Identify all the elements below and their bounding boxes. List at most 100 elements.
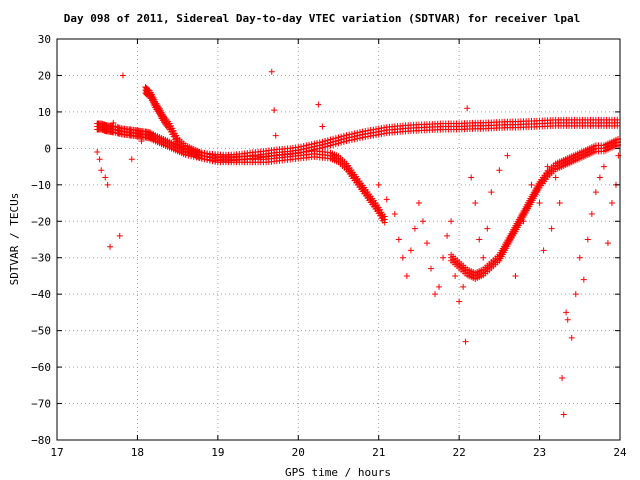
data-point: [119, 72, 126, 79]
data-point: [536, 200, 543, 207]
data-point: [559, 375, 566, 382]
y-axis-label: SDTVAR / TECUs: [8, 193, 21, 286]
data-point: [315, 101, 322, 108]
data-point: [552, 174, 559, 181]
data-point: [407, 247, 414, 254]
data-points: [94, 68, 622, 418]
data-point: [319, 123, 326, 130]
data-point: [96, 156, 103, 163]
data-point: [338, 139, 345, 146]
data-point: [348, 136, 355, 143]
data-point: [272, 132, 279, 139]
x-tick-label: 22: [453, 446, 466, 459]
data-point: [568, 334, 575, 341]
data-point: [340, 138, 347, 145]
y-tick-label: −70: [31, 398, 51, 411]
data-point: [484, 225, 491, 232]
data-point: [608, 200, 615, 207]
y-tick-label: 10: [38, 106, 51, 119]
data-point: [544, 163, 551, 170]
data-point: [423, 240, 430, 247]
axis-ticks: [56, 38, 621, 441]
data-point: [335, 140, 342, 147]
grid: [57, 39, 620, 440]
data-point: [592, 189, 599, 196]
data-point: [560, 411, 567, 418]
data-point: [580, 276, 587, 283]
data-point: [448, 218, 455, 225]
data-point: [600, 163, 607, 170]
x-tick-label: 20: [292, 446, 305, 459]
x-tick-labels: 17 18 19 20 21 22 23 24: [50, 446, 627, 459]
data-point: [381, 219, 388, 226]
data-point: [604, 240, 611, 247]
y-tick-label: 30: [38, 33, 51, 46]
data-point: [614, 122, 621, 129]
data-point: [588, 210, 595, 217]
x-tick-label: 21: [372, 446, 385, 459]
data-point: [209, 152, 216, 159]
y-tick-label: 0: [44, 142, 51, 155]
data-point: [354, 135, 361, 142]
data-point: [419, 218, 426, 225]
data-point: [520, 218, 527, 225]
data-point: [271, 107, 278, 114]
data-point: [102, 174, 109, 181]
data-point: [399, 254, 406, 261]
data-point: [327, 142, 334, 149]
data-point: [584, 236, 591, 243]
data-point: [468, 174, 475, 181]
y-tick-label: −10: [31, 179, 51, 192]
data-point: [268, 68, 275, 75]
data-point: [403, 272, 410, 279]
x-tick-label: 23: [533, 446, 546, 459]
y-tick-label: −50: [31, 325, 51, 338]
data-point: [540, 247, 547, 254]
data-point: [206, 151, 213, 158]
plot-frame: [56, 38, 621, 441]
data-point: [563, 309, 570, 316]
data-point: [488, 189, 495, 196]
data-point: [356, 135, 363, 142]
data-point: [472, 200, 479, 207]
data-point: [464, 105, 471, 112]
data-point: [375, 181, 382, 188]
data-point: [346, 137, 353, 144]
y-tick-label: −30: [31, 252, 51, 265]
y-tick-label: −60: [31, 361, 51, 374]
data-point: [332, 141, 339, 148]
data-point: [107, 243, 114, 250]
data-point: [476, 236, 483, 243]
x-tick-label: 19: [211, 446, 224, 459]
y-tick-label: −40: [31, 288, 51, 301]
y-tick-label: 20: [38, 69, 51, 82]
data-point: [110, 119, 117, 126]
x-tick-label: 18: [131, 446, 144, 459]
data-point: [116, 232, 123, 239]
x-axis-label: GPS time / hours: [285, 466, 391, 479]
data-point: [564, 316, 571, 323]
data-point: [596, 174, 603, 181]
data-point: [548, 225, 555, 232]
data-point: [576, 254, 583, 261]
data-point: [480, 254, 487, 261]
data-point: [456, 298, 463, 305]
data-point: [460, 283, 467, 290]
data-point: [436, 283, 443, 290]
data-point: [411, 225, 418, 232]
data-point: [572, 291, 579, 298]
data-point: [395, 236, 402, 243]
data-point: [415, 200, 422, 207]
y-tick-labels: 30 20 10 0 −10 −20 −30 −40 −50 −60 −70 −80: [31, 33, 51, 447]
data-point: [381, 213, 388, 220]
y-tick-label: −20: [31, 215, 51, 228]
data-point: [504, 152, 511, 159]
data-point: [343, 138, 350, 145]
data-point: [104, 181, 111, 188]
data-point: [432, 291, 439, 298]
data-point: [212, 152, 219, 159]
data-point: [198, 149, 205, 156]
data-point: [462, 338, 469, 345]
x-tick-label: 17: [50, 446, 63, 459]
y-tick-label: −80: [31, 434, 51, 447]
